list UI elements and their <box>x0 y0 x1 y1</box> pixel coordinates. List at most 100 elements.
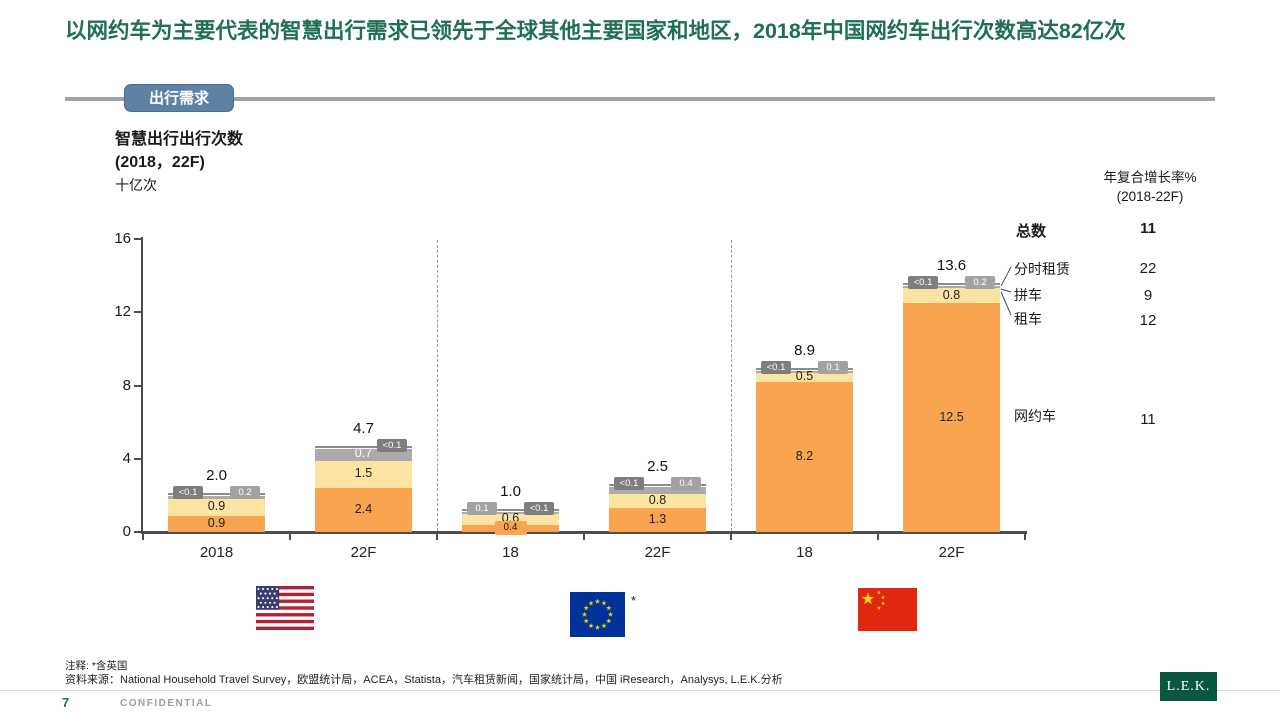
segment-value-chip: 0.4 <box>494 521 527 536</box>
y-tick-label: 8 <box>122 376 131 394</box>
segment-value-badge: 0.4 <box>671 477 701 491</box>
cagr-value-timeshare: 22 <box>1139 260 1157 277</box>
bar-segment <box>168 493 265 497</box>
footnote-note: 注释: *含英国 <box>65 660 128 672</box>
x-tick-mark <box>436 534 438 540</box>
segment-value-badge: <0.1 <box>908 275 938 289</box>
bar-segment <box>609 493 706 509</box>
segment-value-label: 0.8 <box>648 492 667 507</box>
group-separator-line <box>731 240 732 531</box>
y-tick-label: 12 <box>114 303 131 321</box>
segment-value-badge: 0.2 <box>965 275 995 289</box>
cagr-header-line2: (2018-22F) <box>1116 189 1184 204</box>
group-separator-line <box>437 240 438 531</box>
bar-segment <box>315 488 412 532</box>
cagr-value-rental: 12 <box>1139 312 1157 329</box>
chart-unit-label: 十亿次 <box>115 177 157 193</box>
bar-segment <box>756 381 853 532</box>
y-tick-label: 4 <box>122 449 131 467</box>
segment-value-label: 0.8 <box>942 287 961 302</box>
bar-segment <box>756 368 853 372</box>
x-category-label: 2018 <box>199 544 234 561</box>
bar-total-label: 4.7 <box>353 419 374 437</box>
bar-segment <box>903 288 1000 304</box>
page-title: 以网约车为主要代表的智慧出行需求已领先于全球其他主要国家和地区，2018年中国网… <box>65 19 1126 43</box>
y-tick-label: 0 <box>122 523 131 540</box>
lek-logo: L.E.K. <box>1160 672 1217 701</box>
segment-value-badge: <0.1 <box>524 502 554 516</box>
cagr-header: 年复合增长率% (2018-22F) <box>1080 168 1220 206</box>
segment-value-label: 1.5 <box>354 466 373 481</box>
bar-segment <box>903 282 1000 286</box>
segment-value-badge: <0.1 <box>761 361 791 375</box>
segment-value-label: 1.3 <box>648 512 667 527</box>
segment-value-badge: <0.1 <box>377 438 407 452</box>
y-axis-line <box>141 237 143 534</box>
segment-value-label: 0.5 <box>795 369 814 384</box>
segment-value-badge: 0.1 <box>818 361 848 375</box>
bar-segment <box>609 484 706 488</box>
footer-rule <box>0 690 1280 691</box>
bar-total-label: 8.9 <box>794 342 815 360</box>
section-tab: 出行需求 <box>124 84 234 112</box>
bar-segment <box>756 372 853 382</box>
bar-segment <box>462 511 559 514</box>
bar-segment <box>462 509 559 513</box>
legend-total-label: 总数 <box>1016 223 1047 240</box>
legend-item-rental: 租车 <box>1014 311 1042 327</box>
bar-segment <box>315 460 412 489</box>
segment-value-badge: 0.2 <box>230 486 260 500</box>
confidential-label: CONFIDENTIAL <box>120 698 213 709</box>
bar-segment <box>168 499 265 516</box>
bar-total-label: 2.0 <box>206 467 227 485</box>
x-tick-mark <box>142 534 144 540</box>
bar-segment <box>168 515 265 532</box>
x-tick-mark <box>877 534 879 540</box>
legend-item-carpool: 拼车 <box>1014 287 1042 303</box>
bar-total-label: 1.0 <box>500 483 521 501</box>
y-tick-mark <box>134 238 141 240</box>
segment-value-label: 0.7 <box>354 446 373 461</box>
segment-value-label: 0.9 <box>207 515 226 530</box>
bar-segment <box>609 486 706 494</box>
y-tick-mark <box>134 384 141 387</box>
segment-value-label: 12.5 <box>939 409 964 424</box>
bar-total-label: 13.6 <box>936 256 967 274</box>
x-axis-line <box>141 531 1027 534</box>
section-divider-rule <box>65 97 1215 101</box>
bar-total-label: 2.5 <box>647 458 668 476</box>
footnote-source: 资料来源：National Household Travel Survey，欧盟… <box>65 674 783 686</box>
us-flag-icon <box>256 586 314 630</box>
bar-segment <box>609 508 706 532</box>
y-tick-label: 16 <box>114 230 131 247</box>
eu-flag-icon <box>570 592 625 637</box>
legend-item-ridehail: 网约车 <box>1014 408 1056 424</box>
x-tick-mark <box>730 534 732 540</box>
x-tick-mark <box>583 534 585 540</box>
chart-heading: 智慧出行出行次数 (2018，22F) <box>115 128 243 174</box>
y-tick-mark <box>134 457 141 460</box>
y-tick-mark <box>134 531 141 533</box>
segment-value-label: 8.2 <box>795 448 814 463</box>
segment-value-label: 2.4 <box>354 502 373 517</box>
legend-item-timeshare: 分时租赁 <box>1014 261 1070 277</box>
bar-segment <box>756 370 853 373</box>
x-category-label: 22F <box>938 544 965 561</box>
legend-leader-lines <box>1000 266 1012 316</box>
chart-heading-line2: (2018，22F) <box>115 154 205 171</box>
bar-segment <box>462 513 559 525</box>
cagr-header-line1: 年复合增长率% <box>1103 170 1197 185</box>
x-category-label: 22F <box>644 544 671 561</box>
cagr-total-value: 11 <box>1140 220 1156 237</box>
x-tick-mark <box>1024 534 1026 540</box>
bar-segment <box>903 303 1000 532</box>
segment-value-badge: 0.1 <box>467 502 497 516</box>
bar-segment <box>903 284 1000 289</box>
segment-value-label: 0.9 <box>207 499 226 514</box>
eu-flag-asterisk: * <box>631 593 637 608</box>
x-tick-mark <box>289 534 291 540</box>
x-category-label: 18 <box>502 544 519 561</box>
cagr-value-ridehail: 11 <box>1140 411 1156 428</box>
x-category-label: 22F <box>350 544 377 561</box>
